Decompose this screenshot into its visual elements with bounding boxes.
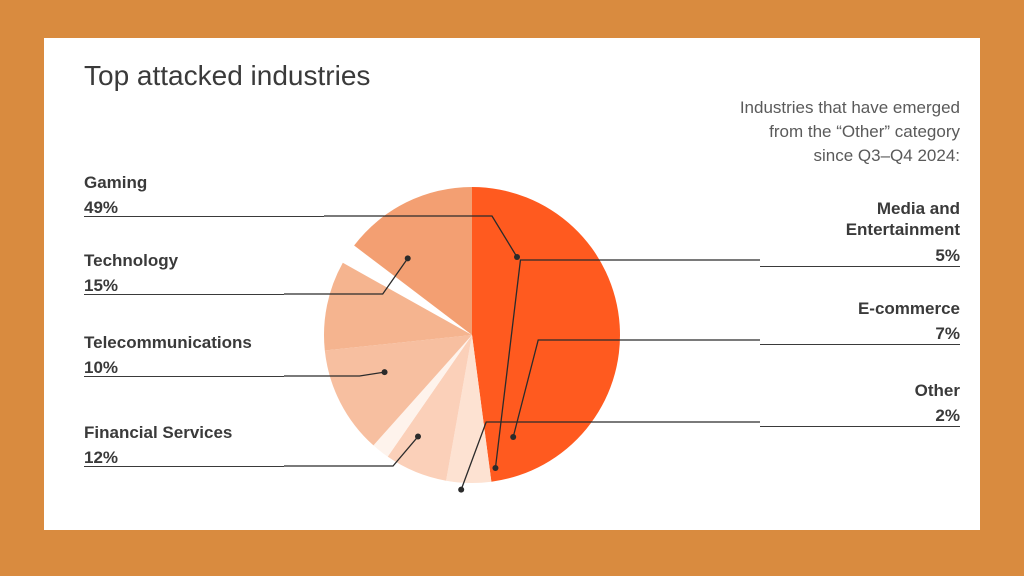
label-name: Media and	[740, 198, 960, 219]
label-ecom: E-commerce 7%	[740, 298, 960, 345]
label-underline	[760, 266, 960, 267]
label-pct: 7%	[740, 323, 960, 344]
pie-slice-gaming	[472, 187, 620, 482]
label-pct: 5%	[740, 245, 960, 266]
label-underline	[760, 426, 960, 427]
label-name: E-commerce	[740, 298, 960, 319]
chart-panel: Top attacked industries Industries that …	[44, 38, 980, 530]
label-name: Other	[740, 380, 960, 401]
label-underline	[760, 344, 960, 345]
label-name: Technology	[84, 250, 178, 271]
label-tech: Technology15%	[84, 250, 178, 297]
label-underline	[84, 216, 324, 217]
label-name: Telecommunications	[84, 332, 252, 353]
label-name: Financial Services	[84, 422, 232, 443]
label-telecom: Telecommunications10%	[84, 332, 252, 379]
label-underline	[84, 376, 284, 377]
label-name: Entertainment	[740, 219, 960, 240]
label-name: Gaming	[84, 172, 147, 193]
label-underline	[84, 294, 284, 295]
label-media: Media andEntertainment 5%	[740, 198, 960, 266]
label-pct: 2%	[740, 405, 960, 426]
outer-frame: Top attacked industries Industries that …	[0, 0, 1024, 576]
label-underline	[84, 466, 284, 467]
label-gaming: Gaming49%	[84, 172, 147, 219]
label-fin: Financial Services12%	[84, 422, 232, 469]
label-other: Other 2%	[740, 380, 960, 427]
